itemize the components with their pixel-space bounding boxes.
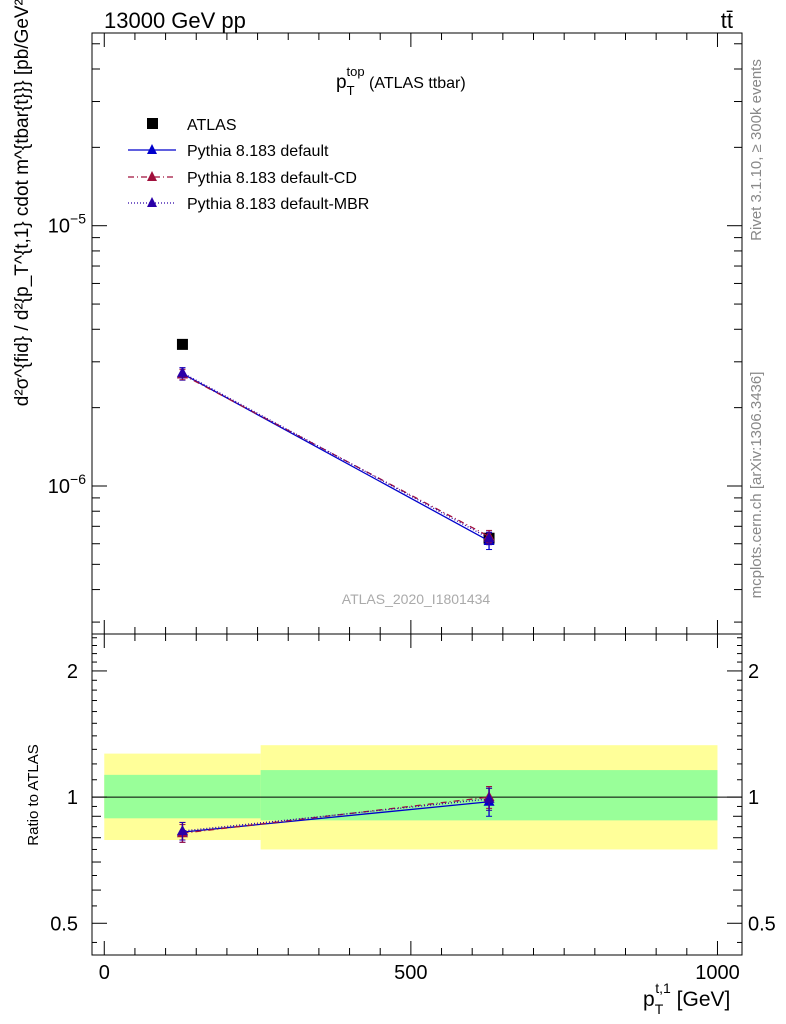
x-title-sub: T: [655, 1001, 664, 1017]
main-title-sup: top: [347, 64, 365, 79]
y-tick-label-ratio-right: 0.5: [748, 913, 776, 935]
series-line-ratio: [182, 798, 490, 832]
legend-label-cd: Pythia 8.183 default-CD: [187, 170, 357, 187]
series-0: [176, 338, 495, 544]
header-left: 13000 GeV pp: [104, 8, 246, 33]
y-tick-label-main: 10−6: [48, 471, 86, 498]
y-tick-label-ratio-right: 2: [748, 661, 759, 683]
mcplots-label: mcplots.cern.ch [arXiv:1306.3436]: [748, 372, 765, 599]
x-title-rest: [GeV]: [671, 988, 731, 1011]
x-title: pTt,1 [GeV]: [643, 980, 730, 1017]
legend-item-atlas: ATLAS: [147, 117, 237, 134]
y-tick-exp: −5: [70, 211, 86, 227]
main-title-base: p: [336, 72, 347, 93]
watermark: ATLAS_2020_I1801434: [342, 591, 491, 607]
ratio-bands: [92, 745, 742, 850]
plot-frames: [91, 32, 743, 956]
rivet-label: Rivet 3.1.10, ≥ 300k events: [748, 59, 765, 241]
legend-item-cd: Pythia 8.183 default-CD: [128, 170, 357, 187]
series-3: [176, 366, 495, 841]
legend-item-mbr: Pythia 8.183 default-MBR: [128, 196, 369, 213]
ratio-y-title: Ratio to ATLAS: [25, 744, 42, 845]
x-title-base: p: [643, 988, 655, 1011]
series-point-main: [483, 532, 495, 543]
series-line-main: [182, 372, 490, 539]
series-point-main: [176, 366, 188, 377]
y-tick-exp: −6: [70, 471, 86, 487]
main-title: pTtop (ATLAS ttbar): [336, 64, 466, 98]
x-tick-label: 1000: [695, 962, 740, 984]
y-tick-label-ratio-left: 0.5: [50, 913, 78, 935]
series-line-ratio: [182, 801, 490, 833]
series-point-ratio: [483, 792, 495, 803]
y-tick-label-ratio-left: 1: [67, 787, 78, 809]
x-tick-label: 0: [99, 962, 110, 984]
legend-marker-mbr: [147, 197, 157, 207]
y-tick-label-main: 10−5: [48, 211, 86, 238]
main-title-sub: T: [347, 83, 355, 98]
y-tick-base: 10: [48, 476, 70, 498]
legend: ATLAS Pythia 8.183 default Pythia 8.183 …: [128, 117, 369, 213]
main-y-title: d²σ^{fid} / d²{p_T^{t,1} cdot m^{tbar{t}…: [12, 0, 33, 406]
y-tick-base: 10: [48, 216, 70, 238]
header-right: tt̄: [721, 8, 733, 33]
y-tick-label-ratio-left: 2: [67, 661, 78, 683]
legend-label-mbr: Pythia 8.183 default-MBR: [187, 196, 369, 213]
data-series: [176, 338, 495, 843]
y-tick-label-ratio-right: 1: [748, 787, 759, 809]
band-inner-0: [104, 774, 261, 819]
x-tick-label: 500: [394, 962, 427, 984]
ratio-plot-frame: [91, 633, 743, 956]
legend-label-atlas: ATLAS: [187, 117, 237, 134]
legend-label-default: Pythia 8.183 default: [187, 143, 329, 160]
legend-marker-cd: [147, 171, 157, 181]
legend-marker-atlas: [147, 118, 158, 129]
atlas-point: [176, 338, 188, 350]
legend-item-default: Pythia 8.183 default: [128, 143, 329, 160]
main-title-rest: (ATLAS ttbar): [365, 75, 466, 92]
legend-marker-default: [147, 144, 157, 154]
x-title-sup: t,1: [655, 980, 671, 996]
series-point-ratio: [176, 825, 188, 836]
series-line-main: [182, 373, 490, 542]
